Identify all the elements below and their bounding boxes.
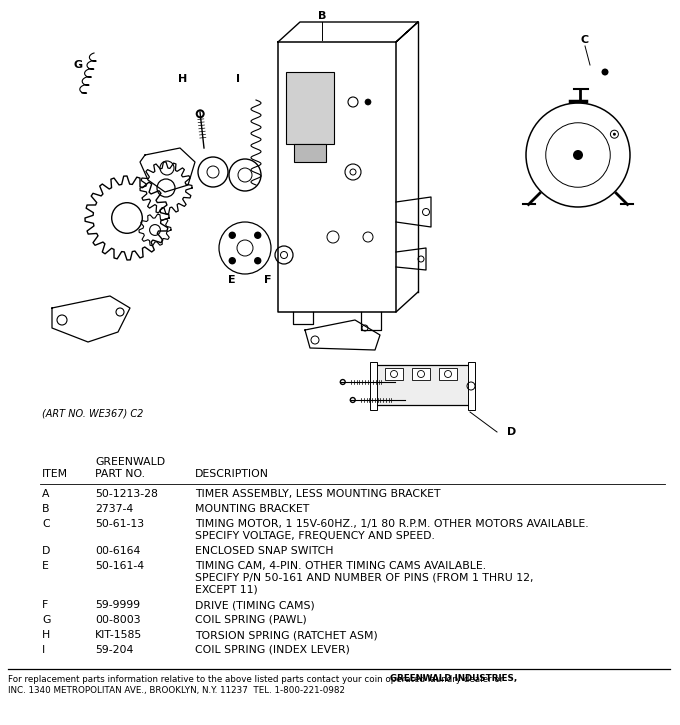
Text: 00-6164: 00-6164 (95, 546, 140, 556)
Text: G: G (42, 615, 50, 625)
Circle shape (255, 257, 260, 264)
Text: TIMING MOTOR, 1 15V-60HZ., 1/1 80 R.P.M. OTHER MOTORS AVAILABLE.: TIMING MOTOR, 1 15V-60HZ., 1/1 80 R.P.M.… (195, 519, 589, 529)
Circle shape (341, 380, 345, 384)
Circle shape (229, 232, 235, 239)
Text: H: H (178, 74, 188, 84)
Text: MOUNTING BRACKET: MOUNTING BRACKET (195, 504, 309, 514)
Text: (ART NO. WE367) C2: (ART NO. WE367) C2 (42, 408, 143, 418)
FancyBboxPatch shape (375, 365, 470, 405)
Text: 50-161-4: 50-161-4 (95, 561, 144, 571)
Text: G: G (73, 60, 82, 70)
Text: F: F (265, 275, 272, 285)
Circle shape (229, 257, 235, 264)
Text: A: A (42, 489, 50, 499)
Text: F: F (42, 600, 48, 610)
Circle shape (198, 112, 203, 116)
Text: H: H (42, 630, 50, 640)
Text: For replacement parts information relative to the above listed parts contact you: For replacement parts information relati… (8, 674, 506, 684)
Text: D: D (42, 546, 50, 556)
Text: TIMING CAM, 4-PIN. OTHER TIMING CAMS AVAILABLE.: TIMING CAM, 4-PIN. OTHER TIMING CAMS AVA… (195, 561, 486, 571)
Text: COIL SPRING (PAWL): COIL SPRING (PAWL) (195, 615, 307, 625)
Text: ITEM: ITEM (42, 469, 68, 479)
Text: ENCLOSED SNAP SWITCH: ENCLOSED SNAP SWITCH (195, 546, 333, 556)
Text: SPECIFY P/N 50-161 AND NUMBER OF PINS (FROM 1 THRU 12,: SPECIFY P/N 50-161 AND NUMBER OF PINS (F… (195, 573, 534, 583)
Text: KIT-1585: KIT-1585 (95, 630, 142, 640)
FancyBboxPatch shape (412, 368, 430, 380)
Text: 50-1213-28: 50-1213-28 (95, 489, 158, 499)
Text: C: C (581, 35, 589, 45)
FancyBboxPatch shape (439, 368, 457, 380)
Text: GREENWALD: GREENWALD (95, 457, 165, 467)
Circle shape (339, 379, 346, 385)
Circle shape (365, 99, 371, 105)
Text: TORSION SPRING (RATCHET ASM): TORSION SPRING (RATCHET ASM) (195, 630, 378, 640)
Text: DESCRIPTION: DESCRIPTION (195, 469, 269, 479)
Text: E: E (228, 275, 236, 285)
Text: B: B (318, 11, 326, 21)
Circle shape (255, 232, 260, 239)
Circle shape (196, 109, 205, 118)
Text: EXCEPT 11): EXCEPT 11) (195, 585, 258, 595)
Circle shape (613, 133, 616, 136)
Text: 50-61-13: 50-61-13 (95, 519, 144, 529)
Circle shape (602, 68, 609, 75)
Text: 00-8003: 00-8003 (95, 615, 141, 625)
Text: C: C (42, 519, 50, 529)
Circle shape (351, 398, 354, 402)
Text: INC. 1340 METROPOLITAN AVE., BROOKLYN, N.Y. 11237  TEL. 1-800-221-0982: INC. 1340 METROPOLITAN AVE., BROOKLYN, N… (8, 686, 345, 695)
Text: GREENWALD INDUSTRIES,: GREENWALD INDUSTRIES, (390, 674, 517, 684)
FancyBboxPatch shape (294, 144, 326, 162)
Text: I: I (236, 74, 240, 84)
Text: I: I (42, 645, 46, 655)
Text: DRIVE (TIMING CAMS): DRIVE (TIMING CAMS) (195, 600, 315, 610)
Text: SPECIFY VOLTAGE, FREQUENCY AND SPEED.: SPECIFY VOLTAGE, FREQUENCY AND SPEED. (195, 531, 435, 541)
FancyBboxPatch shape (468, 362, 475, 410)
Text: 59-9999: 59-9999 (95, 600, 140, 610)
Circle shape (350, 397, 356, 403)
Text: PART NO.: PART NO. (95, 469, 145, 479)
FancyBboxPatch shape (286, 72, 334, 144)
Text: TIMER ASSEMBLY, LESS MOUNTING BRACKET: TIMER ASSEMBLY, LESS MOUNTING BRACKET (195, 489, 441, 499)
Text: B: B (42, 504, 50, 514)
Text: 2737-4: 2737-4 (95, 504, 133, 514)
Circle shape (573, 150, 583, 160)
FancyBboxPatch shape (370, 362, 377, 410)
Text: E: E (42, 561, 49, 571)
FancyBboxPatch shape (385, 368, 403, 380)
Text: 59-204: 59-204 (95, 645, 133, 655)
Text: COIL SPRING (INDEX LEVER): COIL SPRING (INDEX LEVER) (195, 645, 350, 655)
Text: D: D (507, 427, 517, 437)
